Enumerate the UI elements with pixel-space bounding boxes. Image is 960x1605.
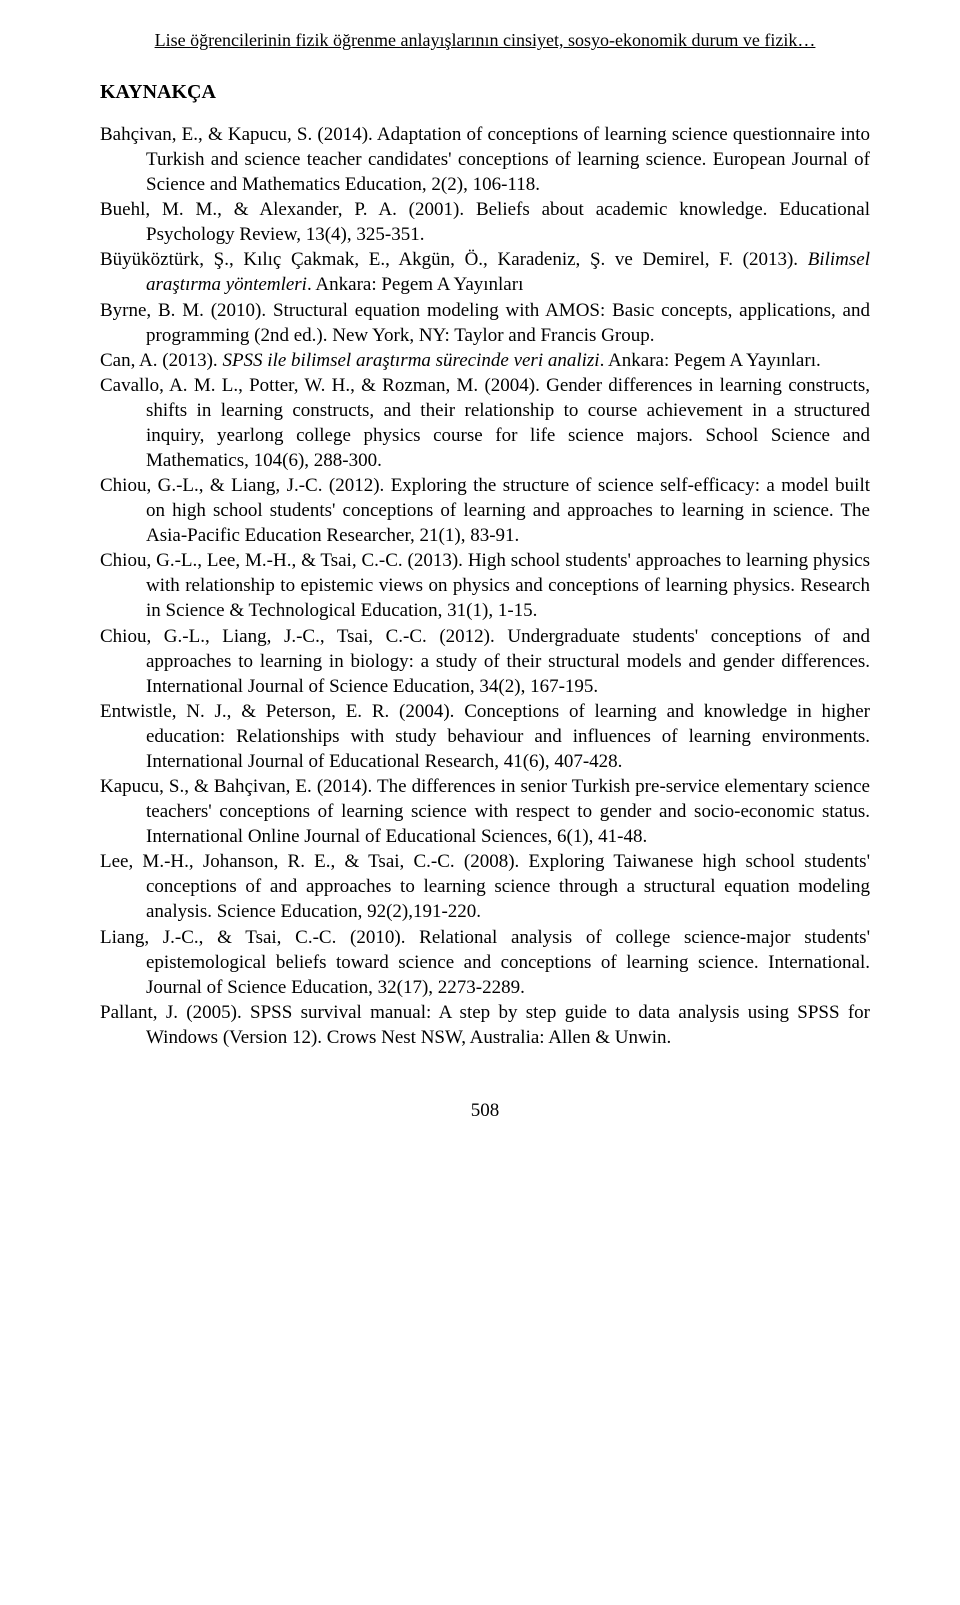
- reference-item: Bahçivan, E., & Kapucu, S. (2014). Adapt…: [100, 122, 870, 197]
- reference-item: Cavallo, A. M. L., Potter, W. H., & Rozm…: [100, 373, 870, 473]
- reference-item: Liang, J.-C., & Tsai, C.-C. (2010). Rela…: [100, 925, 870, 1000]
- reference-list: Bahçivan, E., & Kapucu, S. (2014). Adapt…: [100, 122, 870, 1050]
- reference-item: Lee, M.-H., Johanson, R. E., & Tsai, C.-…: [100, 849, 870, 924]
- reference-item: Chiou, G.-L., Lee, M.-H., & Tsai, C.-C. …: [100, 548, 870, 623]
- reference-item: Buehl, M. M., & Alexander, P. A. (2001).…: [100, 197, 870, 247]
- reference-item: Büyüköztürk, Ş., Kılıç Çakmak, E., Akgün…: [100, 247, 870, 297]
- section-heading-kaynakca: KAYNAKÇA: [100, 81, 870, 104]
- reference-item: Pallant, J. (2005). SPSS survival manual…: [100, 1000, 870, 1050]
- reference-item: Byrne, B. M. (2010). Structural equation…: [100, 298, 870, 348]
- running-head: Lise öğrencilerinin fizik öğrenme anlayı…: [100, 30, 870, 51]
- reference-item: Kapucu, S., & Bahçivan, E. (2014). The d…: [100, 774, 870, 849]
- reference-item: Entwistle, N. J., & Peterson, E. R. (200…: [100, 699, 870, 774]
- page-container: Lise öğrencilerinin fizik öğrenme anlayı…: [0, 0, 960, 1162]
- reference-item: Can, A. (2013). SPSS ile bilimsel araştı…: [100, 348, 870, 373]
- page-number: 508: [100, 1100, 870, 1122]
- reference-item: Chiou, G.-L., Liang, J.-C., Tsai, C.-C. …: [100, 624, 870, 699]
- reference-item: Chiou, G.-L., & Liang, J.-C. (2012). Exp…: [100, 473, 870, 548]
